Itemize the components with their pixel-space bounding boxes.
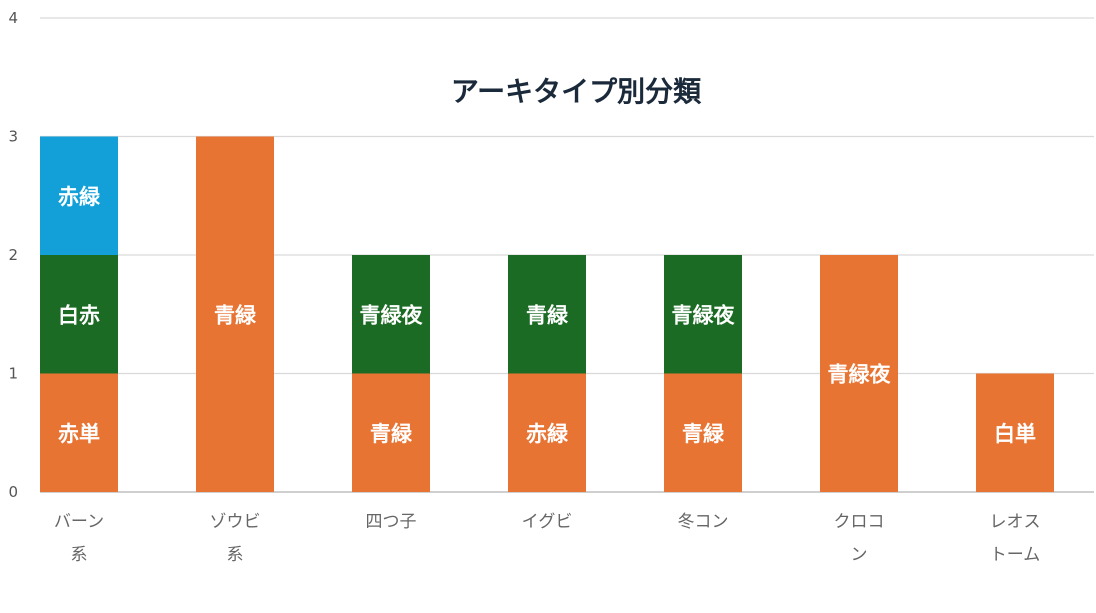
bar-segment: [352, 255, 430, 374]
x-tick-label: クロコ: [834, 512, 885, 532]
x-tick-label: バーン: [54, 512, 104, 532]
bar-segment: [508, 255, 586, 374]
bar-segment-label: 青緑: [526, 303, 569, 327]
bar-segment: [664, 255, 742, 374]
x-tick-label: 系: [227, 545, 244, 565]
bar-segment-label: 赤緑: [58, 185, 101, 209]
bar-segment: [40, 373, 118, 492]
x-tick-label: ン: [851, 545, 868, 565]
x-tick-label: イグビ: [522, 512, 573, 532]
bar-segment-label: 青緑夜: [828, 363, 892, 387]
bar-segment: [664, 373, 742, 492]
bar-segment-label: 青緑夜: [672, 303, 736, 327]
bar-segment: [196, 136, 274, 492]
y-tick-label: 2: [8, 246, 18, 264]
bar-segment-label: 白単: [994, 422, 1036, 446]
chart-title: アーキタイプ別分類: [451, 75, 702, 108]
y-tick-label: 1: [8, 365, 18, 383]
y-axis-ticks: 0 1 2 3 4: [8, 9, 18, 501]
bar-segment-label: 赤単: [58, 422, 100, 446]
bar-segment: [352, 373, 430, 492]
bar-segment-label: 青緑: [370, 422, 413, 446]
bar-segment-label: 白赤: [58, 303, 100, 327]
y-tick-label: 4: [8, 9, 18, 27]
x-tick-label: 四つ子: [366, 512, 417, 532]
x-tick-label: ゾウビ: [210, 512, 261, 532]
bar-segment: [40, 136, 118, 255]
bar-segment-label: 青緑: [214, 303, 257, 327]
y-tick-label: 0: [8, 483, 18, 501]
bar-segment: [40, 255, 118, 374]
y-tick-label: 3: [8, 128, 18, 146]
bar-segment-label: 青緑: [682, 422, 725, 446]
bar-segment: [820, 255, 898, 492]
x-tick-label: 冬コン: [678, 512, 729, 532]
bar-segment: [508, 373, 586, 492]
x-tick-label: レオス: [990, 512, 1041, 532]
bars: [40, 136, 1054, 492]
bar-segment-label: 赤緑: [526, 422, 569, 446]
x-tick-label: 系: [71, 545, 88, 565]
x-tick-label: トーム: [990, 545, 1041, 565]
bar-segment-label: 青緑夜: [360, 303, 424, 327]
bar-segment: [976, 373, 1054, 492]
